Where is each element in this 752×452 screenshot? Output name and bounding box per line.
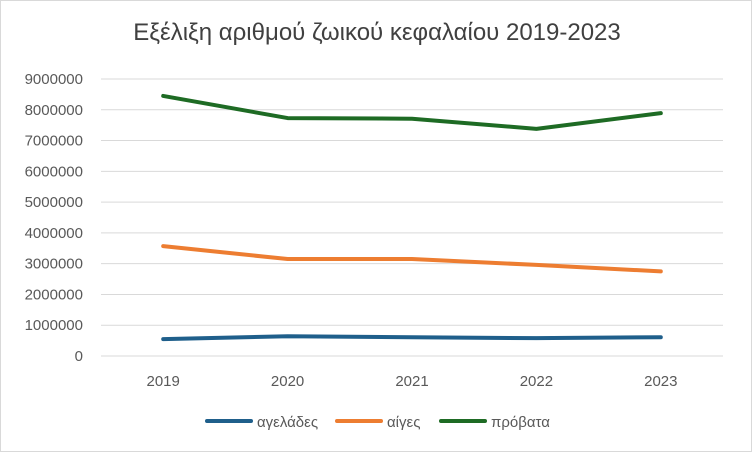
y-tick-label: 9000000 [25,71,83,88]
x-tick-label: 2021 [395,373,428,390]
y-tick-label: 8000000 [25,102,83,119]
y-tick-label: 4000000 [25,225,83,242]
x-tick-label: 2023 [644,373,677,390]
x-tick-label: 2022 [520,373,553,390]
legend-label-2: αίγες [387,414,420,431]
x-tick-label: 2019 [147,373,180,390]
series-line-2 [161,244,663,274]
y-tick-label: 3000000 [25,256,83,273]
y-tick-label: 6000000 [25,163,83,180]
legend-label-3: πρόβατα [491,414,550,431]
series-line-1 [161,334,663,342]
legend-label-1: αγελάδες [257,414,318,431]
chart-title: Εξέλιξη αριθμού ζωικού κεφαλαίου 2019-20… [133,19,621,46]
y-tick-label: 0 [75,348,83,365]
y-tick-label: 2000000 [25,286,83,303]
x-tick-label: 2020 [271,373,304,390]
y-tick-label: 5000000 [25,194,83,211]
y-tick-label: 7000000 [25,133,83,150]
series-line-3 [161,93,663,131]
y-tick-label: 1000000 [25,317,83,334]
